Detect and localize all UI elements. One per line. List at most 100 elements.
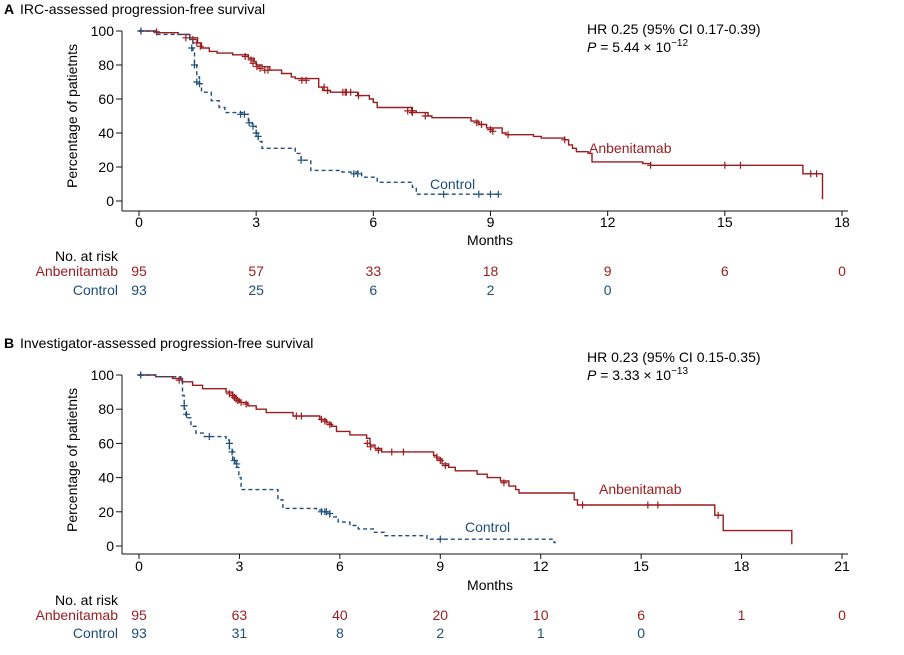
panel-b-censor-mark-anbenitamab [433, 453, 441, 461]
panel-a-curves [137, 27, 824, 200]
panel-b-letter: B [4, 335, 14, 351]
panel-a-censor-mark-anbenitamab [264, 66, 272, 74]
panel-b-x-label: Months [467, 577, 513, 593]
panel-b-censor-mark-anbenitamab [500, 479, 508, 487]
panel-a-censor-mark-anbenitamab [736, 161, 744, 169]
panel-b-x-tick-label: 12 [533, 558, 549, 574]
panel-a-censor-mark-anbenitamab [489, 127, 497, 135]
panel-b-x-tick-label: 9 [436, 558, 444, 574]
panel-a-p-text: = 5.44 × 10 [596, 39, 671, 55]
panel-a-censor-mark-control [245, 119, 253, 127]
panel-a-censor-mark-anbenitamab [249, 59, 257, 67]
panel-a-risk-value-control: 25 [248, 282, 264, 298]
panel-b-censor-mark-anbenitamab [654, 501, 662, 509]
panel-b-x-tick-label: 6 [336, 558, 344, 574]
panel-a-censor-mark-anbenitamab [196, 42, 204, 50]
panel-a-risk-value-control: 93 [131, 282, 147, 298]
panel-b-risk-name-control: Control [73, 625, 118, 641]
panel-b-risk-value-control: 2 [436, 625, 444, 641]
panel-a-censor-mark-control [297, 156, 305, 164]
panel-b-risk-value-control: 93 [131, 625, 147, 641]
panel-b-censor-mark-anbenitamab [388, 448, 396, 456]
panel-a-risk-table: 95 57 33 18 9 6 0 93 25 6 2 0 [131, 263, 846, 298]
panel-a-x-tick-label: 0 [135, 214, 143, 230]
panel-b-curves [137, 371, 793, 545]
panel-a-letter: A [4, 1, 14, 17]
panel-b-censor-mark-anbenitamab [363, 439, 371, 447]
panel-b-x-tick-label: 0 [135, 558, 143, 574]
panel-b-censor-mark-anbenitamab [230, 393, 238, 401]
panel-b-y-tick-label: 100 [91, 367, 115, 383]
panel-b-curve-control [139, 374, 556, 544]
panel-a-x-tick-label: 6 [369, 214, 377, 230]
panel-b-censor-mark-anbenitamab [175, 376, 183, 384]
panel-a-censor-mark-control [240, 110, 248, 118]
panel-b-x-tick-label: 21 [834, 558, 850, 574]
panel-a-risk-value-control: 6 [369, 282, 377, 298]
panel-a-curve-control [139, 30, 501, 195]
panel-a-x-label: Months [467, 232, 513, 248]
panel-a-curve-anbenitamab [139, 30, 824, 200]
panel-a-censor-mark-anbenitamab [561, 136, 569, 144]
panel-a-label-control: Control [430, 176, 475, 192]
panel-b-risk-title: No. at risk [55, 592, 119, 608]
panel-a-censor-mark-anbenitamab [320, 83, 328, 91]
panel-a-censor-mark-anbenitamab [256, 64, 264, 72]
panel-b-title: Investigator-assessed progression-free s… [20, 335, 313, 351]
panel-b-risk-name-anbenitamab: Anbenitamab [35, 607, 118, 623]
panel-b-censor-mark-control [322, 508, 330, 516]
panel-a-risk-value-anbenitamab: 6 [721, 263, 729, 279]
panel-b-y-tick-label: 80 [98, 401, 114, 417]
panel-b-x-tick-label: 3 [236, 558, 244, 574]
panel-a-risk-name-control: Control [73, 282, 118, 298]
panel-b-censor-mark-anbenitamab [317, 415, 325, 423]
panel-b-censor-mark-anbenitamab [237, 398, 245, 406]
panel-b-censor-mark-anbenitamab [229, 392, 237, 400]
panel-b-risk-table: 95 63 40 20 10 6 1 093 31 8 2 1 0 [131, 607, 846, 641]
panel-b-label-anbenitamab: Anbenitamab [599, 481, 682, 497]
panel-a-y-tick-label: 40 [98, 125, 114, 141]
panel-b-y-tick-label: 60 [98, 435, 114, 451]
panel-a-p-value: P = 5.44 × 10−12 [587, 38, 688, 55]
panel-a-x-tick-label: 12 [600, 214, 616, 230]
panel-a-censor-mark-control [190, 61, 198, 69]
panel-a-risk-value-control: 0 [604, 282, 612, 298]
panel-a-risk-value-anbenitamab: 33 [366, 263, 382, 279]
panel-a-hr: HR 0.25 (95% CI 0.17-0.39) [587, 21, 761, 37]
panel-a-censor-mark-control [494, 190, 502, 198]
panel-a-censor-mark-control [254, 132, 262, 140]
panel-b-y-label: Percentage of patietnts [64, 388, 80, 532]
panel-b-censor-mark-anbenitamab [644, 501, 652, 509]
panel-a-censor-mark-anbenitamab [241, 53, 249, 60]
panel-b-risk-value-control: 8 [336, 625, 344, 641]
panel-b-risk-value-control: 31 [232, 625, 248, 641]
panel-a-censor-mark-anbenitamab [408, 109, 416, 117]
panel-b-censor-mark-anbenitamab [232, 395, 240, 403]
panel-a-censor-mark-anbenitamab [807, 170, 815, 178]
panel-a-censor-mark-anbenitamab [302, 76, 310, 84]
panel-b-hr: HR 0.23 (95% CI 0.15-0.35) [587, 349, 761, 365]
panel-b-censor-mark-anbenitamab [441, 462, 449, 470]
panel-a-risk-value-control: 2 [487, 282, 495, 298]
panel-b-x-tick-label: 18 [734, 558, 750, 574]
panel-a-censor-mark-control [354, 170, 362, 178]
panel-a-ticks: 0 20 40 60 80 100 0 3 6 9 12 15 18 [91, 23, 850, 230]
panel-b-censor-mark-anbenitamab [436, 457, 444, 464]
panel-b-label-control: Control [465, 519, 510, 535]
panel-a-censor-mark-control [475, 190, 483, 198]
panel-b-y-tick-label: 0 [106, 538, 114, 554]
panel-b-curve-anbenitamab [139, 374, 793, 545]
panel-a-censor-mark-anbenitamab [647, 161, 655, 169]
panel-a-y-tick-label: 60 [98, 91, 114, 107]
panel-b-x-tick-label: 15 [633, 558, 649, 574]
panel-a-censor-mark-control [188, 44, 196, 52]
panel-b-risk-value-anbenitamab: 20 [432, 607, 448, 623]
panel-b-censor-mark-anbenitamab [714, 511, 722, 519]
panel-a-censor-mark-anbenitamab [721, 161, 729, 169]
panel-b-censor-mark-anbenitamab [399, 448, 407, 456]
panel-b-censor-mark-anbenitamab [367, 443, 375, 451]
panel-a: A IRC-assessed progression-free survival… [4, 1, 850, 298]
panel-b-risk-value-anbenitamab: 95 [131, 607, 147, 623]
panel-a-p-exponent: −12 [671, 38, 688, 49]
